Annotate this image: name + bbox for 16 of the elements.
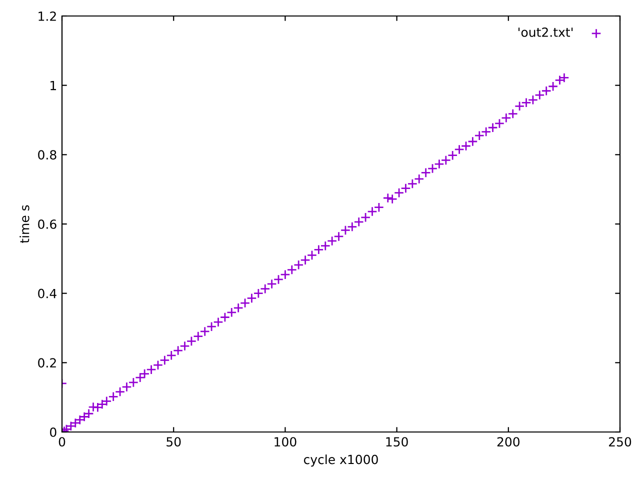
y-axis-title: time s — [20, 205, 30, 244]
x-tick-label: 250 — [608, 437, 632, 447]
y-tick-label: 0.2 — [38, 358, 56, 368]
legend-label: 'out2.txt' — [518, 27, 573, 37]
x-tick-label: 150 — [386, 437, 408, 447]
y-tick-label: 0.6 — [38, 219, 56, 229]
y-tick-label: 0 — [50, 427, 56, 437]
x-tick-label: 100 — [274, 437, 296, 447]
y-tick-label: 0.8 — [38, 150, 56, 160]
y-tick-label: 0.4 — [38, 288, 56, 298]
y-tick-label: 1.2 — [38, 11, 56, 21]
x-tick-label: 200 — [497, 437, 520, 447]
x-tick-label: 50 — [166, 437, 181, 447]
x-axis-title: cycle x1000 — [304, 454, 378, 467]
y-tick-label: 1 — [50, 80, 56, 90]
x-tick-label: 0 — [58, 437, 66, 447]
